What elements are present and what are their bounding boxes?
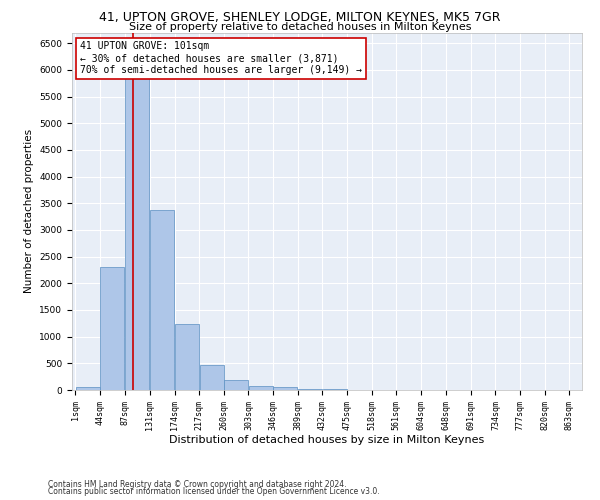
Text: Contains HM Land Registry data © Crown copyright and database right 2024.: Contains HM Land Registry data © Crown c… xyxy=(48,480,347,489)
Text: Size of property relative to detached houses in Milton Keynes: Size of property relative to detached ho… xyxy=(129,22,471,32)
Text: 41, UPTON GROVE, SHENLEY LODGE, MILTON KEYNES, MK5 7GR: 41, UPTON GROVE, SHENLEY LODGE, MILTON K… xyxy=(99,11,501,24)
Bar xyxy=(200,366,224,390)
Y-axis label: Number of detached properties: Number of detached properties xyxy=(24,129,34,294)
Bar xyxy=(150,210,174,390)
Bar xyxy=(298,389,322,390)
X-axis label: Distribution of detached houses by size in Milton Keynes: Distribution of detached houses by size … xyxy=(169,436,485,446)
Text: 41 UPTON GROVE: 101sqm
← 30% of detached houses are smaller (3,871)
70% of semi-: 41 UPTON GROVE: 101sqm ← 30% of detached… xyxy=(80,42,362,74)
Bar xyxy=(175,324,199,390)
Bar xyxy=(76,387,100,390)
Bar xyxy=(224,380,248,390)
Bar xyxy=(125,46,149,390)
Bar xyxy=(274,387,298,390)
Bar xyxy=(100,268,124,390)
Bar xyxy=(249,386,273,390)
Text: Contains public sector information licensed under the Open Government Licence v3: Contains public sector information licen… xyxy=(48,487,380,496)
